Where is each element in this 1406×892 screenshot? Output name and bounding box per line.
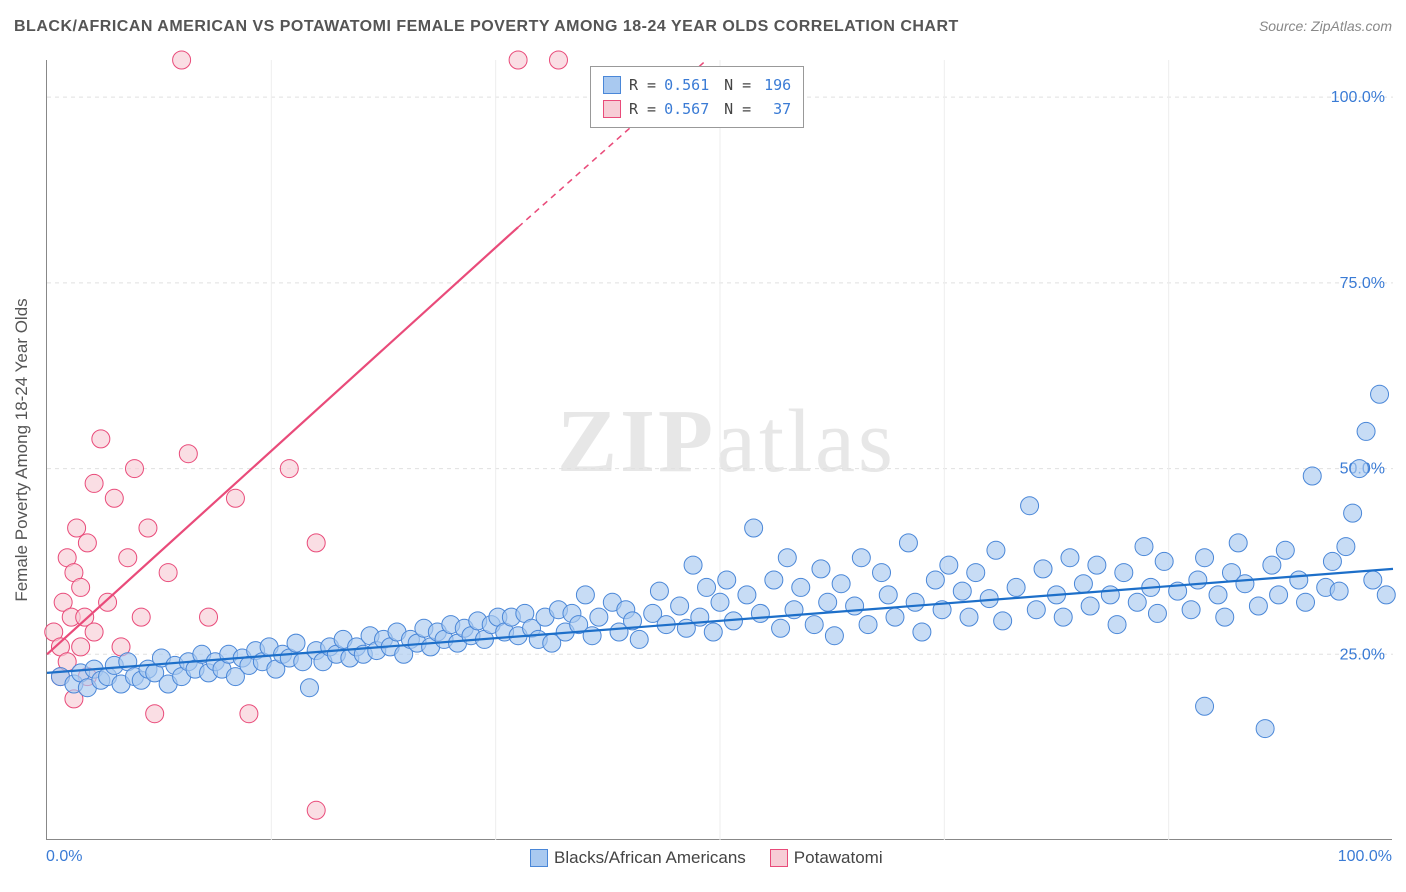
svg-text:25.0%: 25.0% [1340, 646, 1385, 663]
legend-correlation-row: R =0.567N = 37 [603, 97, 791, 121]
x-tick-max: 100.0% [1338, 848, 1392, 866]
chart-title: BLACK/AFRICAN AMERICAN VS POTAWATOMI FEM… [14, 18, 959, 36]
legend-swatch [770, 849, 788, 867]
legend-correlation-row: R =0.561N =196 [603, 73, 791, 97]
svg-text:75.0%: 75.0% [1340, 275, 1385, 292]
legend-swatch [530, 849, 548, 867]
legend-series-item: Blacks/African Americans [530, 848, 746, 868]
correlation-chart: BLACK/AFRICAN AMERICAN VS POTAWATOMI FEM… [0, 0, 1406, 892]
plot-svg: 25.0%50.0%75.0%100.0% [47, 60, 1393, 840]
svg-text:100.0%: 100.0% [1331, 89, 1385, 106]
legend-swatch [603, 76, 621, 94]
legend-swatch [603, 100, 621, 118]
plot-area: ZIPatlas 25.0%50.0%75.0%100.0% [46, 60, 1392, 840]
series-legend: Blacks/African Americans Potawatomi [530, 848, 883, 868]
x-tick-min: 0.0% [46, 848, 82, 866]
correlation-legend: R =0.561N =196R =0.567N = 37 [590, 66, 804, 128]
chart-source: Source: ZipAtlas.com [1259, 18, 1392, 34]
y-axis-label: Female Poverty Among 18-24 Year Olds [12, 298, 32, 601]
legend-series-item: Potawatomi [770, 848, 883, 868]
